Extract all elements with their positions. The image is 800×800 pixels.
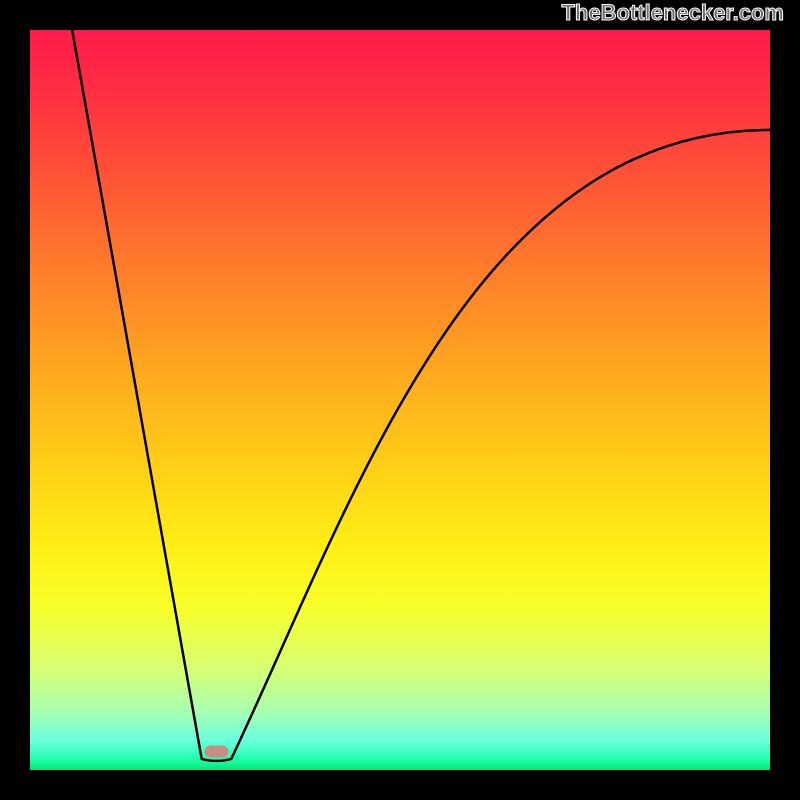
chart-container: TheBottlenecker.com xyxy=(0,0,800,800)
plot-area xyxy=(30,30,770,770)
watermark-text: TheBottlenecker.com xyxy=(561,0,784,26)
bottleneck-chart xyxy=(0,0,800,800)
sweet-spot-marker xyxy=(204,746,228,758)
